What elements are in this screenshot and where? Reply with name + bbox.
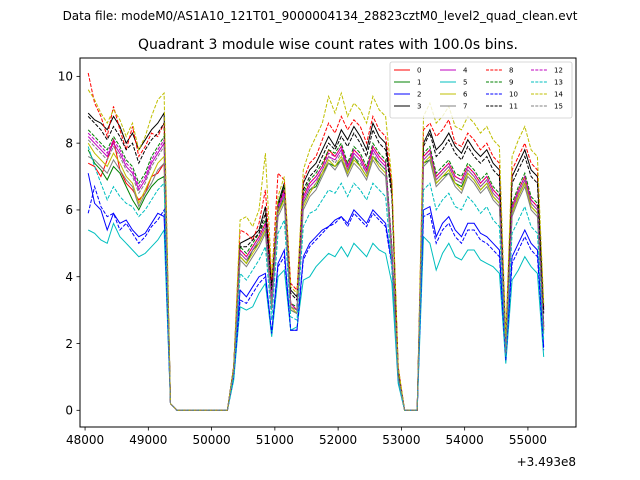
legend-label-13: 13 [554,79,563,87]
y-tick-label: 0 [65,404,73,418]
legend-label-15: 15 [554,103,563,111]
x-tick-label: 54000 [446,433,484,447]
y-tick-label: 2 [65,337,73,351]
y-tick-label: 8 [65,136,73,150]
y-axis: 0 2 4 6 8 10 [58,70,80,418]
legend-label-2: 2 [417,91,421,99]
legend-label-6: 6 [463,91,468,99]
series-line-12 [87,132,545,411]
x-tick-label: 53000 [382,433,420,447]
x-tick-label: 51000 [256,433,294,447]
legend-label-4: 4 [463,67,468,75]
plot-area: 48000 49000 50000 51000 52000 53000 54000 55000… [58,57,577,469]
axes-frame [79,57,577,428]
legend-label-3: 3 [417,103,421,111]
series-line-10 [87,184,545,411]
y-tick-label: 10 [58,70,73,84]
legend-label-9: 9 [509,79,513,87]
x-tick-label: 55000 [509,433,547,447]
legend-label-7: 7 [463,103,467,111]
legend-label-5: 5 [463,79,467,87]
legend-label-11: 11 [509,103,518,111]
figure-suptitle: Data file: modeM0/AS1A10_121T01_90000041… [63,9,578,23]
series-line-5 [87,221,545,411]
legend-label-8: 8 [509,67,513,75]
x-tick-label: 48000 [66,433,104,447]
y-tick-label: 6 [65,203,73,217]
x-tick-label: 50000 [192,433,230,447]
chart-title: Quadrant 3 module wise count rates with … [138,37,518,53]
x-axis: 48000 49000 50000 51000 52000 53000 54000 55000 [66,427,547,447]
series-line-15 [87,139,545,411]
legend-label-0: 0 [417,67,421,75]
legend-label-12: 12 [554,67,563,75]
series-line-13 [87,146,545,411]
axes-background [80,58,576,427]
x-tick-label: 49000 [129,433,167,447]
y-tick-label: 4 [65,270,73,284]
x-tick-label: 52000 [319,433,357,447]
legend-label-14: 14 [554,91,563,99]
legend-frame [389,61,573,119]
x-axis-offset-label: +3.493e8 [517,455,576,469]
legend-label-10: 10 [509,91,518,99]
legend-label-1: 1 [417,79,421,87]
series-line-11 [87,116,545,411]
series-line-9 [87,129,545,411]
